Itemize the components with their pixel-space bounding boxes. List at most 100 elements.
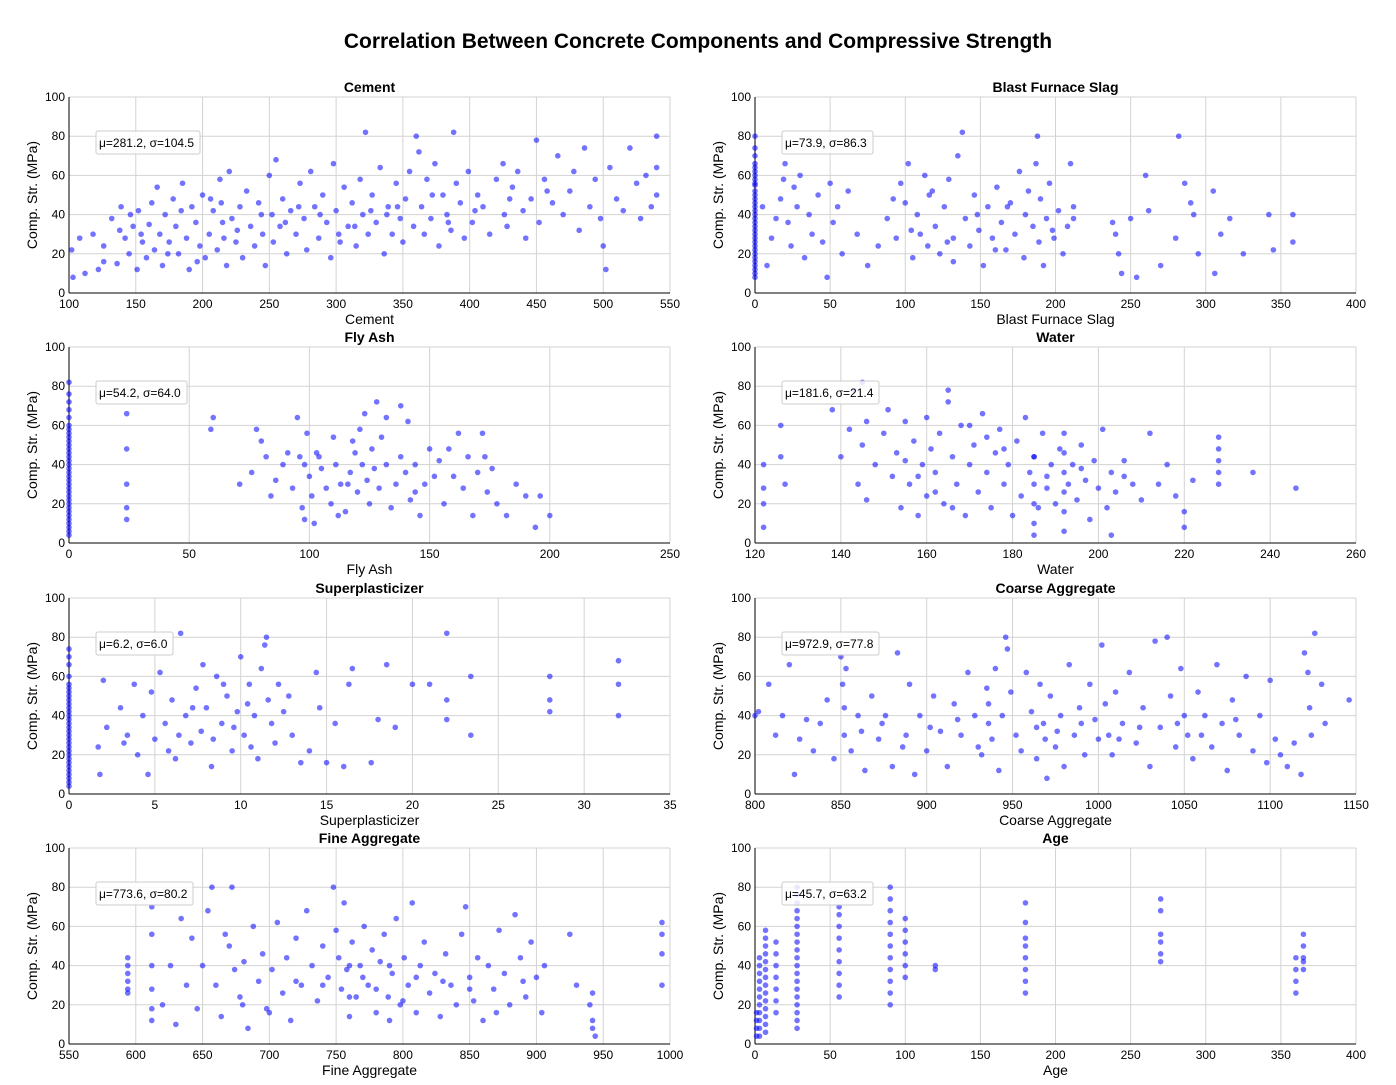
data-point: [313, 669, 320, 676]
data-point: [213, 982, 219, 988]
data-point: [416, 149, 422, 155]
data-point: [803, 716, 810, 723]
data-point: [773, 951, 779, 957]
data-point: [509, 184, 516, 190]
data-point: [237, 203, 243, 210]
data-point: [1226, 215, 1233, 222]
data-point: [1112, 689, 1119, 695]
data-point: [284, 450, 291, 456]
data-point: [659, 982, 665, 988]
data-point: [1164, 634, 1170, 640]
data-point: [261, 642, 268, 648]
y-tick-label: 80: [52, 379, 66, 393]
data-point: [66, 528, 72, 535]
data-point: [1172, 235, 1179, 241]
y-tick-label: 100: [731, 841, 751, 855]
data-point: [283, 954, 290, 961]
data-point: [762, 1013, 769, 1020]
data-point: [944, 763, 951, 770]
x-tick-label: 240: [1260, 547, 1280, 561]
x-tick-label: 200: [1045, 1048, 1065, 1062]
data-point: [752, 223, 758, 230]
annotation-box: [95, 881, 194, 906]
data-point: [66, 508, 72, 515]
data-point: [1293, 954, 1299, 961]
data-point: [205, 907, 211, 914]
x-tick-label: 1000: [657, 1048, 684, 1062]
x-tick-label: 150: [126, 297, 146, 311]
data-point: [762, 982, 769, 988]
data-point: [440, 192, 446, 198]
data-point: [859, 442, 866, 448]
data-point: [919, 461, 926, 468]
data-point: [1031, 520, 1037, 527]
data-point: [66, 783, 72, 789]
data-point: [1022, 966, 1029, 973]
data-point: [440, 978, 446, 985]
data-point: [213, 673, 220, 680]
data-point: [762, 990, 769, 996]
data-point: [66, 708, 72, 715]
data-point: [772, 732, 779, 738]
data-point: [330, 160, 337, 167]
data-point: [659, 951, 665, 957]
data-point: [1005, 461, 1012, 468]
data-point: [118, 203, 124, 210]
annotation-box: [781, 631, 880, 656]
x-axis-label: Water: [1037, 561, 1074, 577]
data-point: [248, 744, 254, 750]
y-tick-label: 20: [738, 497, 752, 511]
data-point: [258, 665, 265, 672]
data-point: [223, 262, 230, 269]
data-point: [806, 211, 812, 218]
x-tick-label: 400: [1346, 1048, 1366, 1062]
data-point: [1145, 207, 1152, 214]
data-point: [797, 172, 803, 179]
data-point: [397, 453, 404, 460]
data-point: [902, 962, 909, 969]
x-tick-label: 250: [660, 547, 680, 561]
data-point: [587, 203, 593, 210]
data-point: [234, 227, 241, 234]
data-point: [1061, 469, 1067, 476]
x-tick-label: 100: [895, 297, 915, 311]
data-point: [208, 763, 215, 770]
data-point: [1054, 728, 1061, 735]
subplot-coarse-aggregate: 800 850 900 950 1000 1050 1100 1150 0 20 40 60 80 100…: [710, 580, 1369, 828]
data-point: [773, 939, 779, 945]
data-point: [1293, 990, 1299, 996]
x-tick-label: 200: [1088, 547, 1108, 561]
data-point: [126, 251, 132, 257]
data-point: [592, 1033, 599, 1039]
data-point: [1014, 438, 1020, 444]
data-point: [1157, 724, 1164, 731]
data-point: [66, 732, 72, 738]
data-point: [359, 461, 366, 468]
x-tick-label: 800: [745, 798, 765, 812]
data-point: [206, 231, 213, 237]
data-point: [794, 915, 800, 922]
data-point: [887, 978, 894, 985]
data-point: [765, 681, 772, 688]
data-point: [1300, 931, 1307, 938]
x-tick-label: 750: [326, 1048, 346, 1062]
data-point: [1108, 469, 1115, 476]
data-point: [297, 180, 303, 187]
data-point: [752, 203, 758, 210]
data-point: [193, 685, 199, 691]
data-point: [437, 1013, 444, 1020]
data-point: [173, 223, 179, 230]
data-point: [752, 266, 758, 273]
data-point: [277, 223, 283, 230]
data-point: [328, 501, 334, 507]
data-point: [762, 1021, 769, 1028]
data-point: [333, 927, 339, 934]
data-point: [193, 219, 199, 226]
data-point: [1121, 457, 1127, 464]
data-point: [389, 231, 396, 237]
data-point: [752, 247, 758, 253]
data-point: [1240, 251, 1247, 257]
data-point: [887, 931, 894, 938]
data-point: [318, 465, 325, 472]
y-tick-label: 20: [52, 998, 66, 1012]
